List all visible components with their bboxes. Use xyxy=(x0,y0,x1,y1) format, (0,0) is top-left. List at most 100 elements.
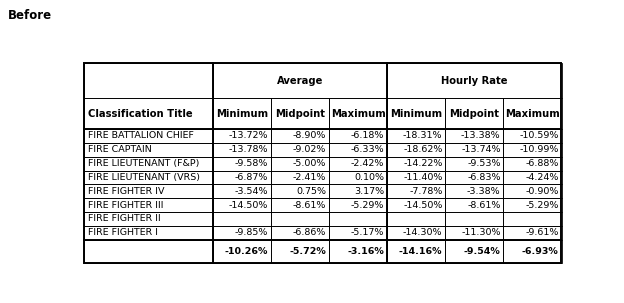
Text: -9.53%: -9.53% xyxy=(467,159,500,168)
Bar xyxy=(504,157,562,171)
Text: Before: Before xyxy=(8,9,52,22)
Text: Midpoint: Midpoint xyxy=(275,108,325,118)
Text: -9.85%: -9.85% xyxy=(235,228,268,237)
Text: -6.87%: -6.87% xyxy=(235,173,268,182)
Bar xyxy=(84,98,213,129)
Bar xyxy=(446,98,504,129)
Text: -6.88%: -6.88% xyxy=(525,159,558,168)
Text: -8.61%: -8.61% xyxy=(293,201,326,210)
Text: -5.00%: -5.00% xyxy=(293,159,326,168)
Bar xyxy=(271,143,329,157)
Text: -0.90%: -0.90% xyxy=(525,187,558,196)
Text: FIRE CAPTAIN: FIRE CAPTAIN xyxy=(88,145,152,154)
Bar xyxy=(84,143,213,157)
Text: -13.72%: -13.72% xyxy=(228,132,268,140)
Bar xyxy=(84,63,213,98)
Bar xyxy=(446,240,504,263)
Text: Minimum: Minimum xyxy=(390,108,442,118)
Bar xyxy=(388,184,446,198)
Bar xyxy=(329,143,388,157)
Text: -6.86%: -6.86% xyxy=(293,228,326,237)
Text: Classification Title: Classification Title xyxy=(88,108,193,118)
Text: Maximum: Maximum xyxy=(331,108,386,118)
Text: Average: Average xyxy=(277,76,323,86)
Text: -9.61%: -9.61% xyxy=(525,228,558,237)
Bar xyxy=(213,98,271,129)
Text: -8.90%: -8.90% xyxy=(293,132,326,140)
Bar xyxy=(213,171,271,184)
Text: -5.72%: -5.72% xyxy=(290,247,326,256)
Bar xyxy=(84,184,213,198)
Bar xyxy=(504,143,562,157)
Bar xyxy=(504,98,562,129)
Text: -5.17%: -5.17% xyxy=(351,228,384,237)
Bar xyxy=(388,63,562,98)
Bar xyxy=(84,198,213,212)
Bar xyxy=(446,143,504,157)
Bar xyxy=(446,226,504,240)
Bar xyxy=(388,171,446,184)
Bar xyxy=(271,240,329,263)
Bar xyxy=(446,129,504,143)
Bar xyxy=(213,143,271,157)
Text: FIRE BATTALION CHIEF: FIRE BATTALION CHIEF xyxy=(88,132,194,140)
Bar xyxy=(504,226,562,240)
Bar xyxy=(213,157,271,171)
Text: FIRE FIGHTER IV: FIRE FIGHTER IV xyxy=(88,187,165,196)
Text: -5.29%: -5.29% xyxy=(525,201,558,210)
Bar xyxy=(271,171,329,184)
Text: Maximum: Maximum xyxy=(505,108,560,118)
Text: Minimum: Minimum xyxy=(216,108,268,118)
Text: -10.99%: -10.99% xyxy=(519,145,558,154)
Bar xyxy=(329,226,388,240)
Bar xyxy=(271,129,329,143)
Bar xyxy=(329,98,388,129)
Bar xyxy=(504,212,562,226)
Text: -18.31%: -18.31% xyxy=(403,132,442,140)
Bar xyxy=(84,226,213,240)
Text: -14.30%: -14.30% xyxy=(403,228,442,237)
Text: -13.38%: -13.38% xyxy=(461,132,500,140)
Bar xyxy=(84,212,213,226)
Bar xyxy=(388,98,446,129)
Bar xyxy=(329,157,388,171)
Bar xyxy=(446,198,504,212)
Text: -10.26%: -10.26% xyxy=(225,247,268,256)
Bar xyxy=(504,184,562,198)
Text: -14.50%: -14.50% xyxy=(229,201,268,210)
Bar xyxy=(446,157,504,171)
Text: -6.83%: -6.83% xyxy=(467,173,500,182)
Bar xyxy=(388,240,446,263)
Bar xyxy=(329,212,388,226)
Text: -9.54%: -9.54% xyxy=(464,247,500,256)
Bar xyxy=(388,198,446,212)
Text: 3.17%: 3.17% xyxy=(354,187,384,196)
Bar xyxy=(213,129,271,143)
Text: -13.78%: -13.78% xyxy=(228,145,268,154)
Bar xyxy=(84,240,213,263)
Bar xyxy=(504,129,562,143)
Bar xyxy=(329,198,388,212)
Text: -6.93%: -6.93% xyxy=(522,247,558,256)
Text: -11.30%: -11.30% xyxy=(461,228,500,237)
Bar xyxy=(329,129,388,143)
Text: -9.58%: -9.58% xyxy=(235,159,268,168)
Bar xyxy=(271,98,329,129)
Text: -8.61%: -8.61% xyxy=(467,201,500,210)
Text: -13.74%: -13.74% xyxy=(461,145,500,154)
Bar xyxy=(446,212,504,226)
Text: -14.16%: -14.16% xyxy=(399,247,442,256)
Bar xyxy=(84,157,213,171)
Text: 0.10%: 0.10% xyxy=(354,173,384,182)
Text: -11.40%: -11.40% xyxy=(403,173,442,182)
Bar xyxy=(84,63,560,263)
Bar xyxy=(213,63,388,98)
Bar xyxy=(388,129,446,143)
Text: -6.33%: -6.33% xyxy=(351,145,384,154)
Bar xyxy=(329,240,388,263)
Bar xyxy=(271,184,329,198)
Text: FIRE FIGHTER I: FIRE FIGHTER I xyxy=(88,228,158,237)
Text: 0.75%: 0.75% xyxy=(296,187,326,196)
Text: -2.41%: -2.41% xyxy=(293,173,326,182)
Text: FIRE LIEUTENANT (VRS): FIRE LIEUTENANT (VRS) xyxy=(88,173,200,182)
